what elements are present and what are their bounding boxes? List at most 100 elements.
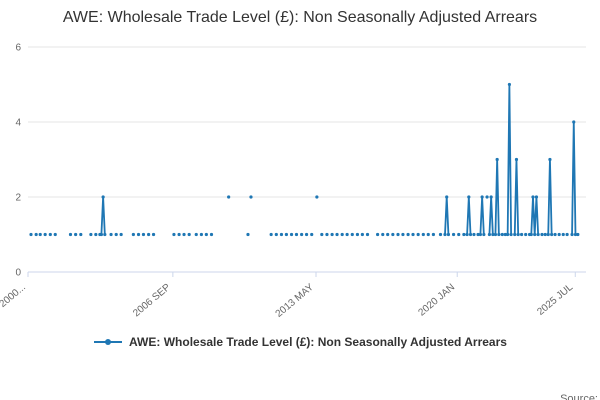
- data-point[interactable]: [485, 195, 489, 199]
- data-point[interactable]: [269, 232, 273, 237]
- data-point[interactable]: [543, 232, 547, 237]
- data-point[interactable]: [573, 232, 578, 237]
- data-point[interactable]: [38, 232, 42, 237]
- data-point[interactable]: [386, 232, 390, 237]
- data-point[interactable]: [480, 195, 484, 199]
- data-point[interactable]: [478, 232, 483, 237]
- data-point[interactable]: [43, 232, 47, 237]
- data-point[interactable]: [533, 232, 537, 237]
- data-point[interactable]: [431, 232, 436, 237]
- data-point[interactable]: [147, 232, 151, 237]
- data-point[interactable]: [48, 232, 52, 237]
- data-point[interactable]: [365, 232, 370, 237]
- data-point[interactable]: [131, 232, 135, 237]
- data-point[interactable]: [497, 232, 501, 237]
- data-point[interactable]: [53, 232, 57, 237]
- data-point[interactable]: [487, 232, 492, 237]
- data-point[interactable]: [576, 232, 580, 237]
- data-point[interactable]: [495, 157, 499, 162]
- data-point[interactable]: [524, 232, 528, 237]
- data-point[interactable]: [493, 232, 498, 237]
- data-point[interactable]: [500, 232, 504, 237]
- data-point[interactable]: [570, 232, 574, 237]
- data-point[interactable]: [467, 195, 471, 199]
- data-point[interactable]: [482, 232, 486, 237]
- data-point[interactable]: [99, 232, 103, 237]
- data-point[interactable]: [151, 232, 156, 237]
- data-point[interactable]: [451, 232, 456, 237]
- data-point[interactable]: [561, 232, 565, 237]
- data-point[interactable]: [330, 232, 334, 237]
- data-point[interactable]: [457, 232, 461, 237]
- data-point[interactable]: [249, 195, 253, 199]
- data-point[interactable]: [507, 82, 511, 87]
- data-point[interactable]: [227, 195, 231, 199]
- data-point[interactable]: [536, 232, 540, 237]
- data-point[interactable]: [514, 157, 519, 162]
- data-point[interactable]: [274, 232, 278, 237]
- data-point[interactable]: [520, 232, 524, 237]
- data-point[interactable]: [187, 232, 191, 237]
- data-point[interactable]: [79, 232, 83, 237]
- data-point[interactable]: [209, 232, 214, 237]
- data-point[interactable]: [320, 232, 324, 237]
- data-point[interactable]: [553, 232, 557, 237]
- data-point[interactable]: [546, 232, 550, 237]
- data-point[interactable]: [416, 232, 420, 237]
- data-point[interactable]: [74, 232, 78, 237]
- data-point[interactable]: [489, 195, 493, 199]
- data-point[interactable]: [68, 232, 73, 237]
- data-point[interactable]: [246, 232, 250, 237]
- data-point[interactable]: [289, 232, 294, 237]
- data-point[interactable]: [360, 232, 364, 237]
- data-point[interactable]: [445, 195, 449, 199]
- data-point[interactable]: [529, 232, 533, 237]
- data-point[interactable]: [89, 232, 93, 237]
- data-point[interactable]: [325, 232, 329, 237]
- data-point[interactable]: [462, 232, 466, 237]
- data-point[interactable]: [509, 232, 513, 237]
- data-point[interactable]: [438, 232, 443, 237]
- data-point[interactable]: [109, 232, 113, 237]
- data-point[interactable]: [172, 232, 176, 237]
- data-point[interactable]: [94, 232, 98, 237]
- legend-item-label[interactable]: AWE: Wholesale Trade Level (£): Non Seas…: [129, 335, 507, 349]
- data-point[interactable]: [204, 232, 208, 237]
- data-point[interactable]: [391, 232, 395, 237]
- data-point[interactable]: [177, 232, 181, 237]
- data-point[interactable]: [446, 232, 451, 237]
- data-point[interactable]: [355, 232, 360, 237]
- data-point[interactable]: [103, 232, 107, 237]
- data-point[interactable]: [491, 232, 495, 237]
- data-point[interactable]: [34, 232, 38, 237]
- data-point[interactable]: [340, 232, 344, 237]
- data-point[interactable]: [119, 232, 123, 237]
- series[interactable]: [29, 82, 580, 237]
- data-point[interactable]: [114, 232, 118, 237]
- data-point[interactable]: [29, 232, 33, 237]
- data-point[interactable]: [194, 232, 198, 237]
- data-point[interactable]: [279, 232, 284, 237]
- data-point[interactable]: [426, 232, 430, 237]
- data-point[interactable]: [294, 232, 299, 237]
- data-point[interactable]: [315, 195, 319, 199]
- data-point[interactable]: [141, 232, 146, 237]
- data-point[interactable]: [411, 232, 415, 237]
- data-point[interactable]: [350, 232, 354, 237]
- data-point[interactable]: [310, 232, 314, 237]
- data-point[interactable]: [513, 232, 517, 237]
- data-point[interactable]: [548, 157, 552, 162]
- data-point[interactable]: [345, 232, 349, 237]
- data-point[interactable]: [101, 195, 105, 199]
- data-point[interactable]: [443, 232, 447, 237]
- data-point[interactable]: [550, 232, 554, 237]
- data-point[interactable]: [534, 195, 539, 199]
- data-point[interactable]: [182, 232, 186, 237]
- data-point[interactable]: [376, 232, 380, 237]
- data-point[interactable]: [503, 232, 507, 237]
- data-point[interactable]: [381, 232, 385, 237]
- data-point[interactable]: [300, 232, 304, 237]
- data-point[interactable]: [531, 195, 535, 199]
- data-point[interactable]: [335, 232, 339, 237]
- data-point[interactable]: [572, 120, 576, 124]
